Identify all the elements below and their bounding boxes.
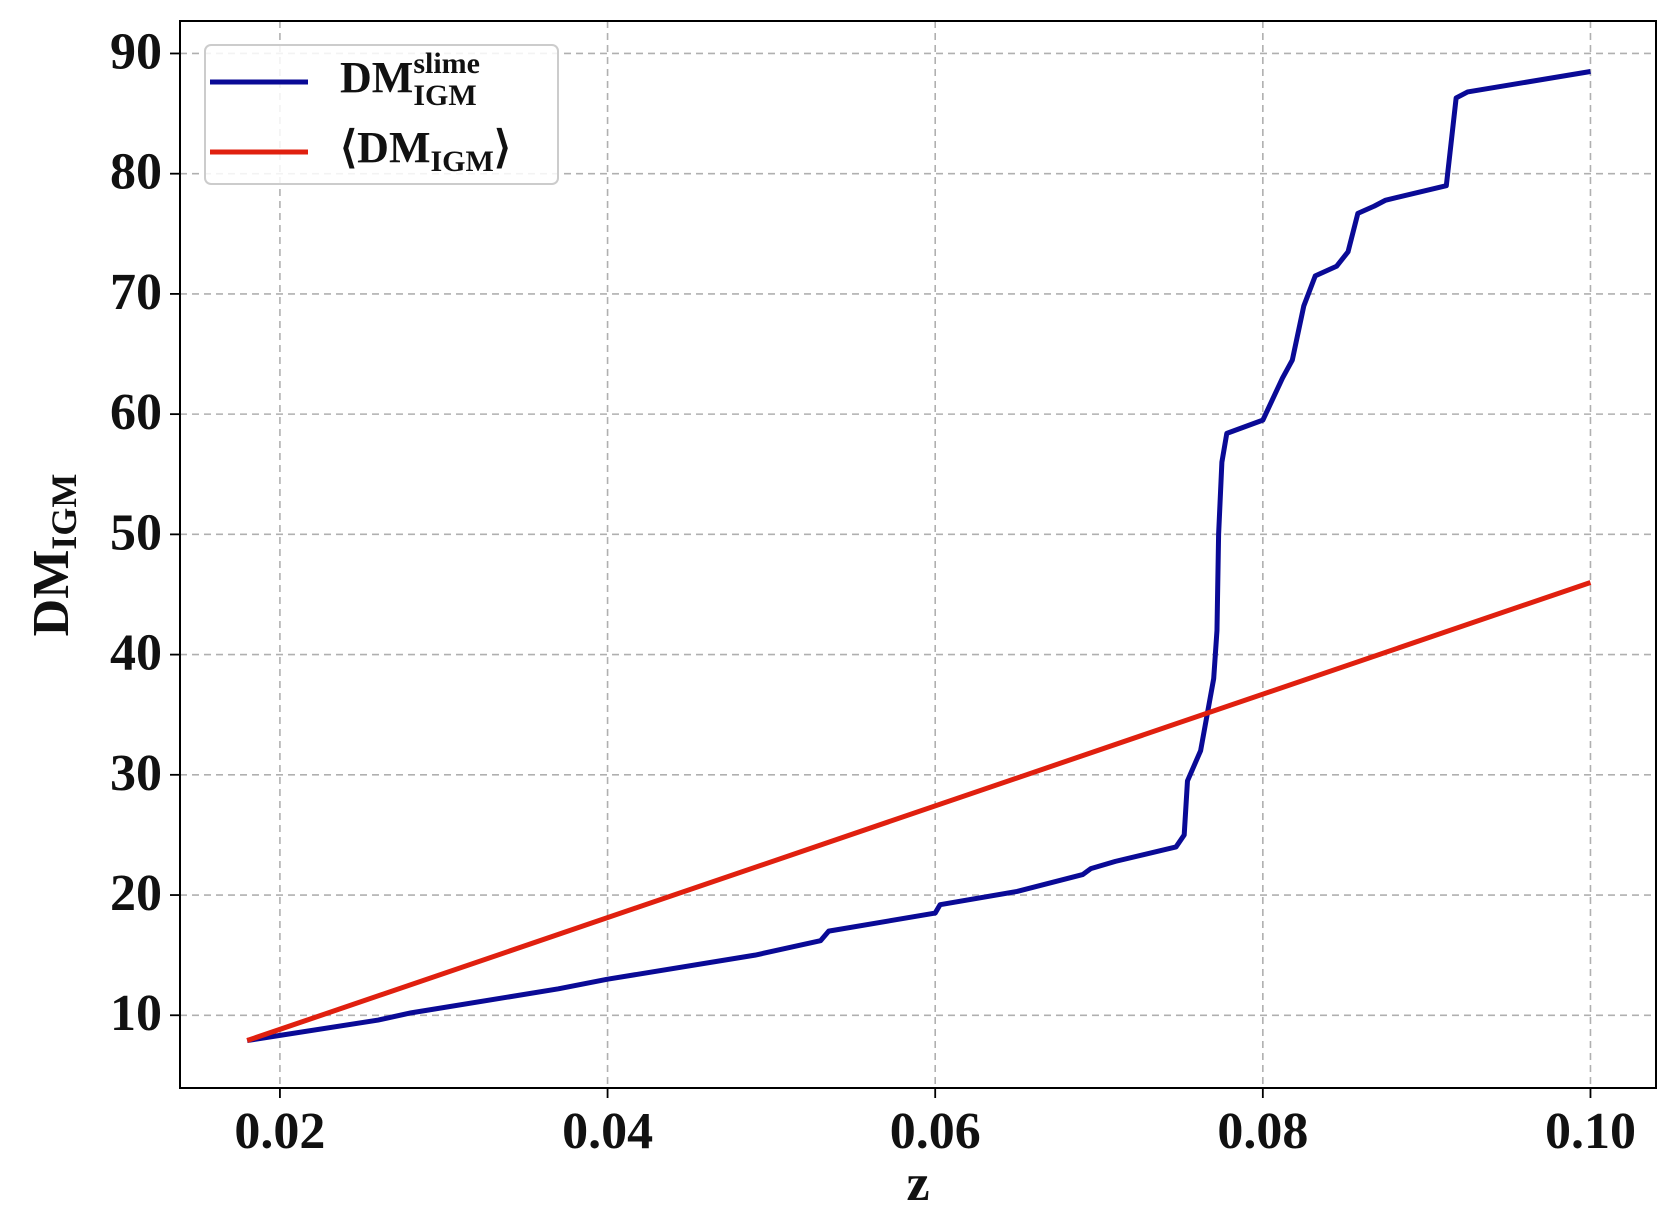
line-series <box>246 69 1591 1043</box>
x-tick-label: 0.08 <box>1217 1103 1308 1160</box>
x-tick-label: 0.10 <box>1545 1103 1636 1160</box>
y-label-sub: IGM <box>44 474 84 550</box>
y-axis-label: DMIGM <box>23 474 84 637</box>
y-tick-label: 20 <box>110 865 162 922</box>
legend-sub: IGM <box>430 145 493 178</box>
x-axis-label: z <box>906 1155 929 1212</box>
y-label-main: DM <box>23 550 80 637</box>
legend-sup: slime <box>413 47 480 80</box>
x-tick-label: 0.02 <box>234 1103 325 1160</box>
legend-name: DM <box>340 53 413 102</box>
y-tick-label: 90 <box>110 23 162 80</box>
line-series <box>246 580 1592 1043</box>
x-tick-label: 0.04 <box>562 1103 653 1160</box>
y-tick-label: 70 <box>110 264 162 321</box>
y-tick-label: 30 <box>110 745 162 802</box>
legend-label: ⟨DMIGM⟩ <box>340 123 511 178</box>
y-tick-label: 10 <box>110 985 162 1042</box>
y-tick-label: 60 <box>110 384 162 441</box>
y-tick-label: 40 <box>110 625 162 682</box>
plot-frame <box>179 20 1657 1089</box>
legend: DMslime IGM⟨DMIGM⟩ <box>204 44 559 185</box>
y-tick-label: 80 <box>110 144 162 201</box>
legend-suffix: ⟩ <box>494 123 511 172</box>
y-tick-label: 50 <box>110 504 162 561</box>
legend-name: ⟨DM <box>340 123 430 172</box>
x-tick-label: 0.06 <box>890 1103 981 1160</box>
legend-sub: IGM <box>413 79 476 112</box>
legend-label: DMslime IGM <box>340 47 480 112</box>
